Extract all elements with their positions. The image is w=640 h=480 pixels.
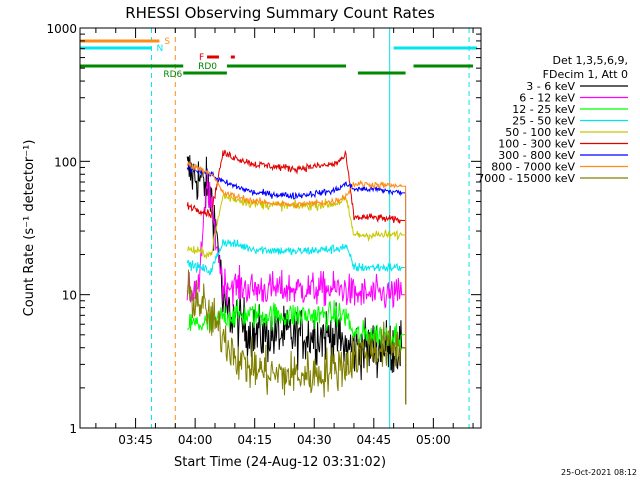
y-tick-label-1: 1: [69, 422, 77, 436]
x-axis-label: Start Time (24-Aug-12 03:31:02): [174, 455, 386, 470]
y-tick-label-3: 100: [54, 155, 77, 169]
legend-entry-label-8: 800 - 7000 keV: [491, 161, 575, 174]
legend-entry-label-2: 6 - 12 keV: [519, 92, 575, 105]
flag-label-rd0: RD0: [198, 62, 217, 72]
series-line-4: [186, 238, 407, 405]
series-line-8: [186, 160, 407, 405]
legend-entry-label-1: 3 - 6 keV: [526, 80, 575, 93]
flag-label-rd6: RD6: [163, 70, 182, 80]
legend-entry-label-7: 300 - 800 keV: [498, 149, 575, 162]
y-axis-label: Count Rate (s⁻¹ detector⁻¹): [22, 140, 37, 317]
legend-header-line-1: Det 1,3,5,6,9,: [552, 54, 628, 67]
axes: 1 10 100 1000 03:45 04:00 04:15 04:30 04:45 05:00: [46, 22, 481, 447]
chart-title: RHESSI Observing Summary Count Rates: [125, 4, 435, 22]
series-line-3: [186, 298, 407, 405]
legend-entry-label-5: 50 - 100 keV: [505, 126, 575, 139]
series-line-2: [186, 174, 407, 405]
series-line-6: [186, 149, 407, 405]
series-line-9: [186, 269, 407, 405]
y-tick-label-2: 10: [62, 289, 77, 303]
plot-frame: [79, 27, 482, 429]
y-tick-label-4: 1000: [46, 22, 77, 36]
flag-label-s: S: [164, 37, 170, 47]
series-line-5: [186, 193, 407, 405]
legend-entry-label-3: 12 - 25 keV: [512, 103, 575, 116]
x-tick-label-1: 03:45: [118, 433, 153, 447]
flag-label-f: F: [199, 53, 204, 63]
x-tick-label-6: 05:00: [416, 433, 451, 447]
x-tick-label-4: 04:30: [297, 433, 332, 447]
flag-label-n: N: [156, 44, 163, 54]
legend-entry-label-6: 100 - 300 keV: [498, 138, 575, 151]
series-line-7: [186, 164, 407, 405]
legend-entry-label-9: 7000 - 15000 keV: [477, 172, 575, 185]
legend-header-line-2: FDecim 1, Att 0: [543, 68, 628, 81]
x-tick-label-3: 04:15: [237, 433, 272, 447]
x-tick-label-5: 04:45: [357, 433, 392, 447]
timestamp: 25-Oct-2021 08:12: [561, 468, 637, 477]
legend: Det 1,3,5,6,9, FDecim 1, Att 0 3 - 6 keV…: [477, 54, 628, 185]
legend-entry-label-4: 25 - 50 keV: [512, 115, 575, 128]
x-tick-label-2: 04:00: [178, 433, 213, 447]
